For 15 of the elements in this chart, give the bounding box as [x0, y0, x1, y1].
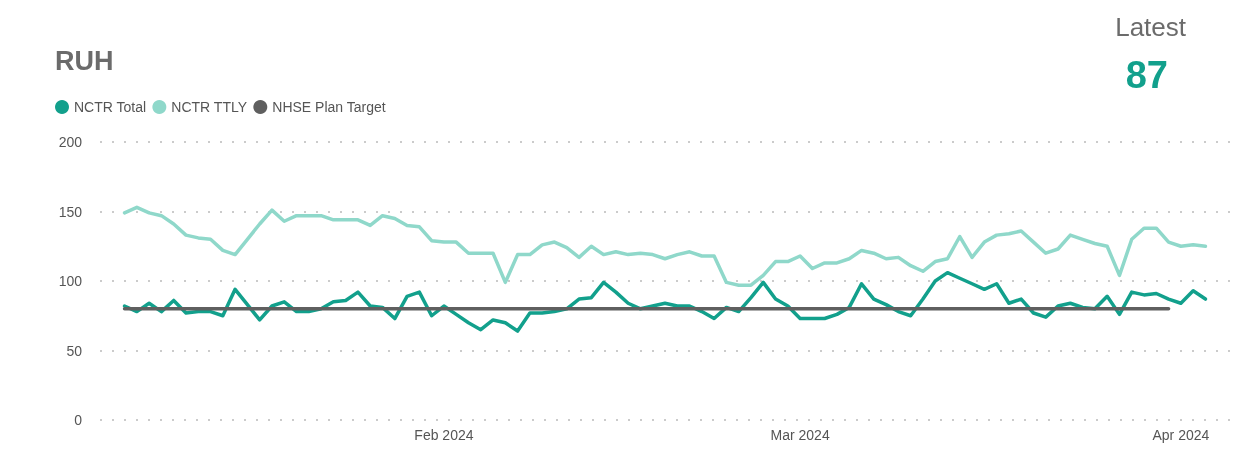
legend-label: NCTR TTLY: [171, 99, 248, 115]
y-tick-label: 150: [58, 203, 83, 220]
x-tick-label: Mar 2024: [770, 427, 830, 443]
x-tick-label: Apr 2024: [1152, 427, 1210, 443]
y-tick-label: 50: [66, 342, 83, 359]
legend-label: NCTR Total: [74, 99, 147, 115]
y-tick-label: 0: [74, 412, 83, 428]
legend-label: NHSE Plan Target: [272, 99, 386, 115]
chart-title: RUH: [55, 45, 114, 76]
text: Latest: [1115, 12, 1187, 42]
text: 87: [1125, 54, 1169, 96]
y-tick-label: 100: [58, 273, 83, 289]
line-series: [122, 205, 1208, 287]
y-tick-label: 200: [58, 134, 83, 150]
x-tick-label: Feb 2024: [414, 427, 474, 443]
